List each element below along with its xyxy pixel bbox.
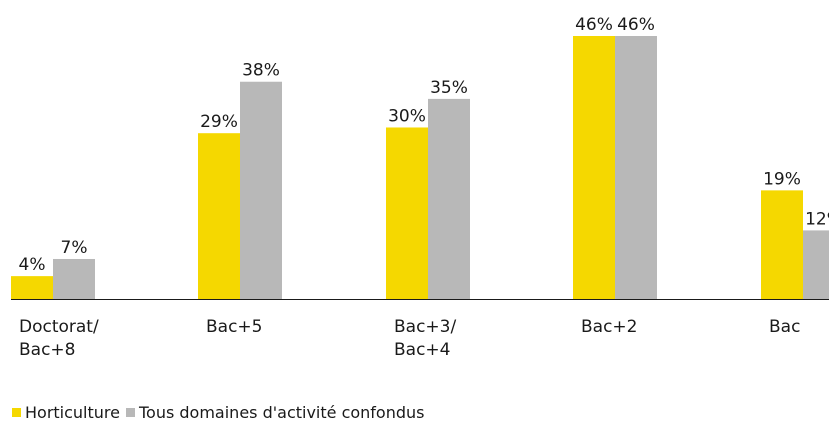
- value-label-all-domains-4: 12%: [805, 209, 829, 229]
- category-label-0: Doctorat/Bac+8: [19, 317, 99, 360]
- bar-horticulture-1: [198, 133, 240, 299]
- value-label-horticulture-0: 4%: [19, 255, 46, 275]
- bar-all-domains-0: [53, 258, 95, 299]
- bar-all-domains-3: [615, 36, 657, 299]
- bar-all-domains-4: [803, 230, 829, 299]
- category-label-4: Bac: [769, 317, 800, 337]
- value-label-horticulture-2: 30%: [388, 106, 426, 126]
- value-label-all-domains-0: 7%: [61, 238, 88, 258]
- category-label-3: Bac+2: [581, 317, 638, 337]
- bar-horticulture-3: [573, 36, 615, 299]
- value-label-horticulture-3: 46%: [575, 15, 613, 35]
- legend-swatch-all-domains: [125, 408, 135, 417]
- value-label-all-domains-3: 46%: [617, 15, 655, 35]
- bar-horticulture-4: [761, 190, 803, 299]
- category-label-1: Bac+5: [206, 317, 263, 337]
- legend: Horticulture Tous domaines d'activité co…: [12, 403, 431, 422]
- value-label-horticulture-4: 19%: [763, 169, 801, 189]
- plot-area: 4% 7% 29% 38% 30%35% 46%46% 19%12%: [11, 15, 829, 300]
- value-label-horticulture-1: 29%: [200, 112, 238, 132]
- value-label-all-domains-2: 35%: [430, 78, 468, 98]
- legend-item-horticulture: Horticulture: [12, 403, 120, 422]
- value-label-all-domains-1: 38%: [242, 61, 280, 81]
- legend-label-horticulture: Horticulture: [25, 403, 120, 422]
- category-label-2: Bac+3/Bac+4: [394, 317, 456, 360]
- legend-item-all-domains: Tous domaines d'activité confondus: [125, 403, 425, 422]
- bar-horticulture-0: [11, 276, 53, 299]
- bar-all-domains-1: [240, 81, 282, 299]
- bar-all-domains-2: [428, 98, 470, 300]
- bar-chart: 4% 7% 29% 38% 30%35% 46%46% 19%12% Doctorat/Bac…: [11, 15, 829, 360]
- bar-horticulture-2: [386, 127, 428, 299]
- legend-label-all-domains: Tous domaines d'activité confondus: [138, 403, 425, 422]
- legend-swatch-horticulture: [12, 408, 21, 417]
